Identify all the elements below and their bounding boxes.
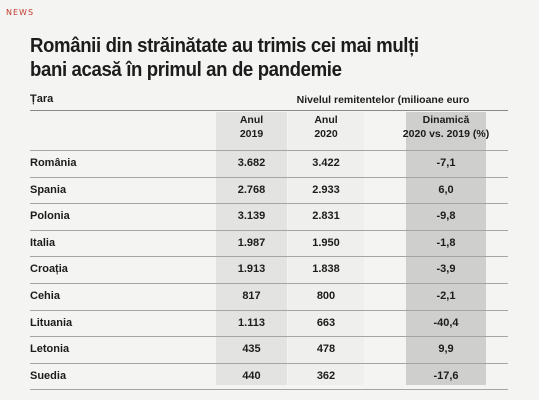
- column-2020-shading: [288, 112, 364, 385]
- value-2020-cell: 478: [316, 343, 336, 356]
- table-title: Românii din străinătate au trimis cei ma…: [30, 34, 490, 82]
- column-header-dynamics: Dinamică 2020 vs. 2019 (%): [376, 113, 516, 149]
- value-2019-cell: 3.682: [237, 157, 266, 169]
- column-header-2019-line-2: 2019: [239, 128, 264, 140]
- value-2020-cell: 1.838: [312, 263, 340, 276]
- value-2019-cell: 1.987: [237, 236, 266, 249]
- column-header-dynamics-line-2: 2020 vs. 2019 (%): [402, 128, 490, 140]
- table-row: România 3.682 3.422 -7,1: [30, 150, 508, 177]
- country-cell: România: [30, 157, 77, 169]
- column-header-2019: Anul 2019: [216, 113, 287, 149]
- dynamics-cell: -9,8: [436, 210, 456, 223]
- title-line-2: bani acasă în primul an de pandemie: [30, 59, 342, 81]
- table-row: Suedia 440 362 -17,6: [30, 362, 508, 391]
- country-column-header: Țara: [30, 93, 54, 105]
- country-cell: Suedia: [30, 369, 67, 382]
- table-row: Letonia 435 478 9,9: [30, 336, 508, 363]
- value-2019-cell: 435: [242, 343, 261, 356]
- column-dynamics-shading: [406, 112, 486, 385]
- column-header-2019-line-1: Anul: [239, 114, 264, 126]
- column-header-2020-line-2: 2020: [314, 128, 338, 140]
- country-cell: Italia: [30, 236, 56, 249]
- country-cell: Cehia: [30, 289, 60, 302]
- value-2019-cell: 1.113: [238, 316, 265, 329]
- remittance-level-header: Nivelul remitentelor (milioane euro: [296, 94, 470, 106]
- news-tag: NEWS: [6, 8, 35, 17]
- column-2019-shading: [216, 112, 287, 385]
- column-header-dynamics-line-1: Dinamică: [422, 114, 470, 126]
- value-2019-cell: 440: [242, 369, 261, 382]
- value-2020-cell: 2.831: [312, 210, 340, 223]
- country-cell: Polonia: [30, 210, 70, 223]
- column-header-2020-line-1: Anul: [314, 114, 338, 126]
- country-cell: Croația: [30, 263, 68, 276]
- dynamics-cell: 6,0: [438, 183, 454, 196]
- title-line-1: Românii din străinătate au trimis cei ma…: [30, 35, 419, 57]
- value-2019-cell: 817: [242, 289, 261, 302]
- dynamics-cell: -40,4: [433, 316, 459, 329]
- value-2020-cell: 362: [316, 369, 336, 382]
- value-2019-cell: 3.139: [237, 210, 266, 223]
- dynamics-cell: -3,9: [436, 263, 456, 276]
- table-row: Lituania 1.113 663 -40,4: [30, 309, 508, 337]
- table-row: Spania 2.768 2.933 6,0: [30, 176, 508, 204]
- column-header-2020: Anul 2020: [288, 113, 364, 149]
- country-cell: Spania: [30, 183, 67, 196]
- dynamics-cell: -2,1: [436, 289, 456, 302]
- dynamics-cell: -17,6: [433, 369, 459, 382]
- country-cell: Letonia: [30, 343, 70, 356]
- country-cell: Lituania: [30, 316, 73, 329]
- value-2020-cell: 800: [316, 289, 336, 302]
- table-body: România 3.682 3.422 -7,1 Spania 2.768 2.933 6,0…: [30, 150, 508, 391]
- value-2020-cell: 2.933: [312, 183, 340, 196]
- table-row: Italia 1.987 1.950 -1,8: [30, 229, 508, 257]
- table-row: Croația 1.913 1.838 -3,9: [30, 256, 508, 283]
- dynamics-cell: -7,1: [436, 157, 456, 169]
- dynamics-cell: -1,8: [436, 236, 456, 249]
- table-row: Polonia 3.139 2.831 -9,8: [30, 203, 508, 230]
- value-2020-cell: 663: [316, 316, 336, 329]
- table-row: Cehia 817 800 -2,1: [30, 282, 508, 310]
- value-2019-cell: 1.913: [237, 263, 266, 276]
- table-header-top: Țara Nivelul remitentelor (milioane euro: [30, 92, 508, 111]
- value-2020-cell: 3.422: [312, 157, 340, 169]
- dynamics-cell: 9,9: [438, 343, 454, 356]
- value-2019-cell: 2.768: [237, 183, 266, 196]
- value-2020-cell: 1.950: [312, 236, 340, 249]
